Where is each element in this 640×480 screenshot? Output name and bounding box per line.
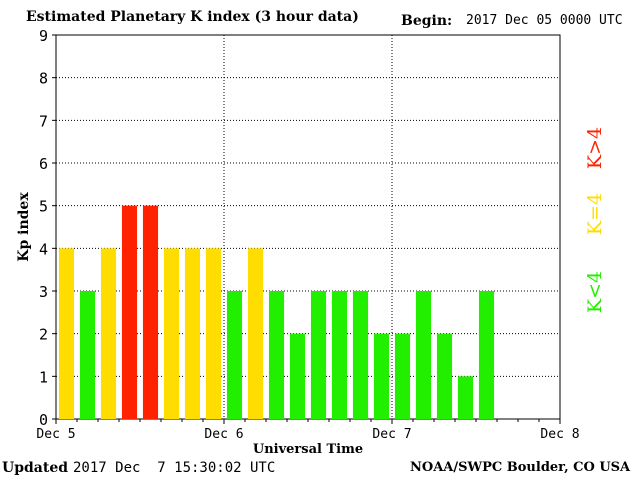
x-tick-label: Dec 8	[540, 427, 579, 442]
y-tick-label: 9	[39, 27, 48, 45]
x-tick-label: Dec 6	[204, 427, 243, 442]
kp-bar	[373, 333, 390, 419]
y-tick-label: 7	[39, 112, 48, 130]
legend-entry: K>4	[584, 127, 606, 169]
x-axis-label: Universal Time	[253, 442, 363, 457]
kp-bar	[478, 291, 495, 419]
kp-bar	[121, 205, 138, 419]
kp-bar	[163, 248, 180, 419]
legend-entry: K<4	[584, 271, 606, 313]
kp-bar	[352, 291, 369, 419]
x-tick-label: Dec 5	[36, 427, 75, 442]
y-tick-label: 3	[39, 283, 48, 301]
kp-bar-chart: 0 1 2 3 4 5 6 7 8 9 Dec 5 Dec 6 Dec 7 Dec 8 Universal …	[16, 27, 606, 457]
kp-bar	[436, 333, 453, 419]
y-tick-label: 0	[39, 411, 48, 429]
updated-label: Updated	[2, 460, 69, 476]
kp-bar	[310, 291, 327, 419]
kp-bar	[142, 205, 159, 419]
kp-bar	[184, 248, 201, 419]
begin-label: Begin:	[401, 13, 453, 29]
kp-bar	[205, 248, 222, 419]
credit-label: NOAA/SWPC Boulder, CO USA	[410, 460, 631, 475]
begin-value: 2017 Dec 05 0000 UTC	[466, 13, 623, 28]
kp-bar	[415, 291, 432, 419]
kp-bar	[331, 291, 348, 419]
y-tick-label: 2	[39, 326, 48, 344]
chart-title: Estimated Planetary K index (3 hour data…	[26, 9, 359, 25]
kp-bar	[100, 248, 117, 419]
y-axis-label: Kp index	[16, 192, 32, 262]
y-tick-label: 8	[39, 70, 48, 88]
y-tick-label: 6	[39, 155, 48, 173]
y-tick-label: 5	[39, 198, 48, 216]
y-tick-label: 1	[39, 368, 48, 386]
kp-bar	[394, 333, 411, 419]
y-tick-label: 4	[39, 240, 48, 258]
kp-bar	[289, 333, 306, 419]
kp-bar	[58, 248, 75, 419]
updated-value: 2017 Dec 7 15:30:02 UTC	[73, 460, 276, 476]
x-tick-label: Dec 7	[372, 427, 411, 442]
kp-bar	[247, 248, 264, 419]
kp-bar	[268, 291, 285, 419]
kp-bar	[226, 291, 243, 419]
legend-entry: K=4	[584, 193, 606, 235]
kp-bar	[457, 376, 474, 419]
kp-bar	[79, 291, 96, 419]
